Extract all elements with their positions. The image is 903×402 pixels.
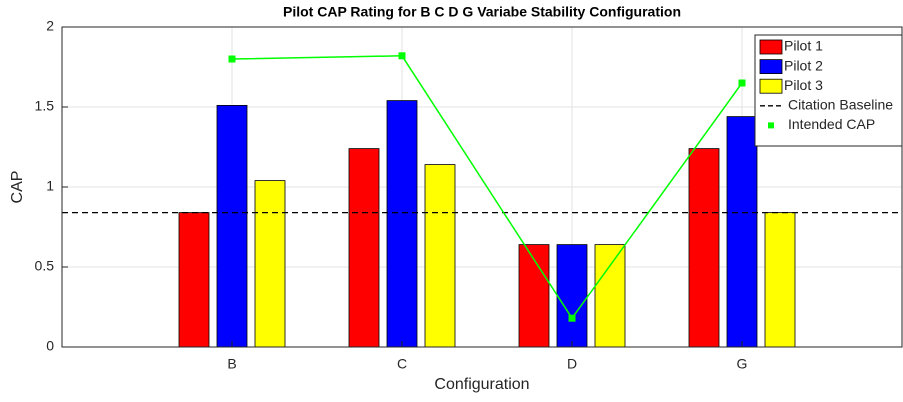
legend-label: Intended CAP xyxy=(788,116,875,132)
legend: Pilot 1 Pilot 2 Pilot 3 Citation Baseline In… xyxy=(754,34,903,147)
legend-swatch xyxy=(759,59,783,74)
legend-label: Pilot 3 xyxy=(784,77,823,93)
bar xyxy=(764,212,796,348)
axes: 0 0.5 1 1.5 2 B C D G xyxy=(35,18,903,372)
bar xyxy=(726,116,758,348)
legend-label: Citation Baseline xyxy=(788,97,893,113)
x-tick-label: B xyxy=(227,356,236,372)
y-tick-label: 0 xyxy=(46,338,54,354)
intended-marker xyxy=(398,52,406,60)
x-tick-label: D xyxy=(567,356,577,372)
x-axis-label: Configuration xyxy=(434,376,529,393)
bar xyxy=(386,100,418,348)
y-axis-label: CAP xyxy=(9,171,26,204)
legend-swatch xyxy=(759,39,783,55)
y-tick-label: 1.5 xyxy=(35,98,55,114)
intended-marker xyxy=(568,314,576,322)
x-tick-label: G xyxy=(737,356,748,372)
bar xyxy=(424,164,456,348)
y-tick-label: 2 xyxy=(46,18,54,34)
bar xyxy=(594,244,626,348)
intended-marker xyxy=(738,79,746,87)
bar xyxy=(216,105,248,348)
bar xyxy=(688,148,720,348)
intended-marker xyxy=(228,55,236,63)
axes-box xyxy=(61,26,903,348)
x-tick-label: C xyxy=(397,356,407,372)
legend-label: Pilot 2 xyxy=(784,57,823,73)
bar xyxy=(178,212,210,348)
y-tick-label: 0.5 xyxy=(35,258,55,274)
chart-title: Pilot CAP Rating for B C D G Variabe Sta… xyxy=(283,4,681,20)
bar xyxy=(254,180,286,348)
bar xyxy=(348,148,380,348)
bar xyxy=(556,244,588,348)
plot xyxy=(62,27,902,348)
y-tick-label: 1 xyxy=(46,178,54,194)
legend-swatch xyxy=(759,78,783,94)
legend-label: Pilot 1 xyxy=(784,38,823,54)
legend-swatch xyxy=(768,122,774,129)
bar xyxy=(518,244,550,348)
intended-line xyxy=(231,55,743,320)
